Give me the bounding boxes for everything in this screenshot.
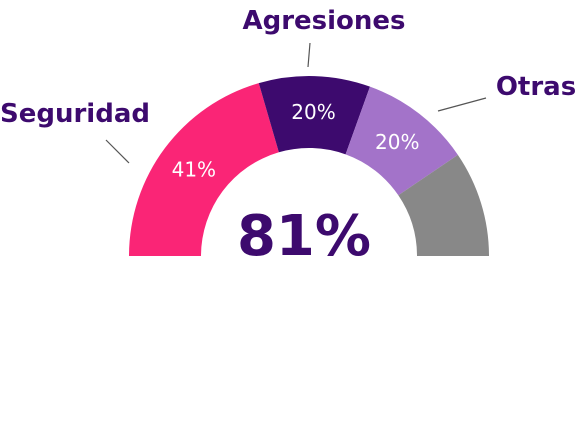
category-label-seguridad: Seguridad — [0, 99, 150, 129]
slice-agresiones — [258, 75, 370, 155]
center-total-label: 81% — [237, 204, 371, 269]
slice-otras — [345, 86, 458, 196]
slice-seguridad — [129, 83, 279, 257]
leader-line-seguridad — [105, 139, 130, 164]
category-labels: Seguridad Agresiones Otras — [0, 6, 576, 129]
leader-line-agresiones — [307, 42, 311, 68]
value-labels: 41% 20% 20% — [172, 100, 420, 181]
chart-slices — [129, 75, 489, 257]
category-label-agresiones: Agresiones — [242, 6, 405, 36]
value-label-agresiones: 20% — [291, 100, 335, 124]
category-label-otras: Otras — [496, 72, 576, 102]
value-label-seguridad: 41% — [172, 158, 216, 182]
leader-lines — [105, 42, 487, 164]
slice-remainder-3 — [398, 154, 489, 256]
value-label-otras: 20% — [375, 130, 419, 154]
leader-line-otras — [437, 97, 487, 112]
